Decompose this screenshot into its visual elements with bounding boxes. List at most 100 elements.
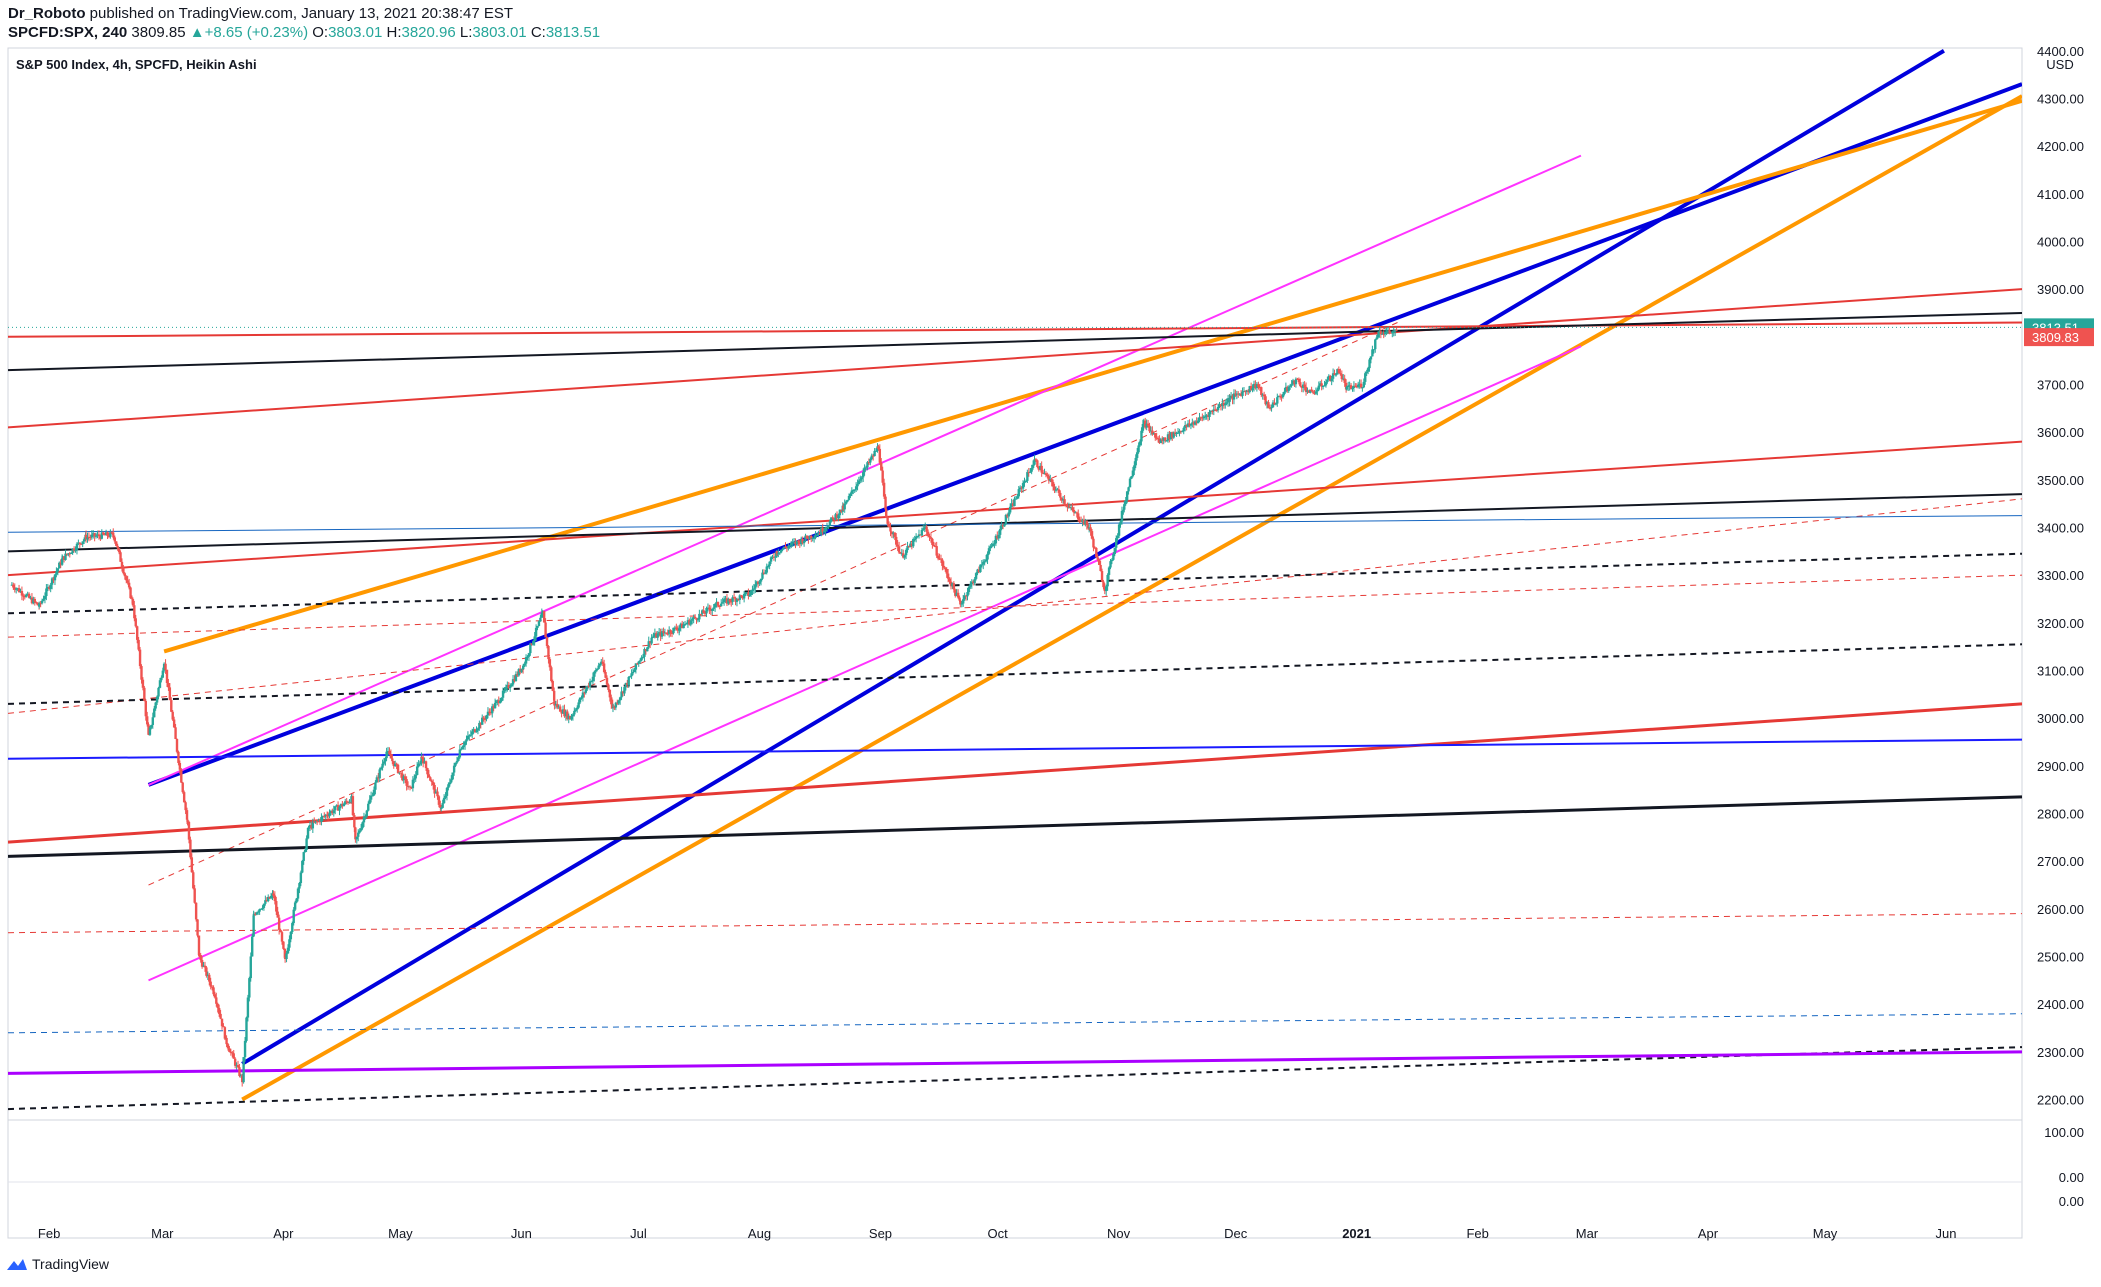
candle-255	[361, 822, 364, 829]
candle-623	[873, 450, 876, 457]
symbol-label[interactable]: SPCFD:SPX, 240	[8, 24, 128, 41]
candle-391	[550, 667, 553, 682]
candle-259	[367, 803, 370, 811]
candle-113	[167, 682, 170, 688]
candle-467	[655, 633, 658, 638]
candle-448	[628, 676, 632, 678]
candle-588	[824, 527, 827, 531]
candle-96	[143, 687, 146, 701]
candle-941	[1317, 385, 1320, 390]
candle-347	[489, 711, 493, 714]
candle-40	[65, 553, 69, 555]
candle-411	[577, 702, 580, 708]
candle-383	[539, 617, 542, 622]
currency-label[interactable]: USD	[2046, 57, 2073, 72]
candle-924	[1294, 379, 1298, 385]
candle-927	[1297, 378, 1301, 383]
candle-671	[939, 558, 943, 560]
candle-177	[254, 913, 257, 915]
candle-297	[420, 756, 423, 764]
candle-319	[450, 779, 453, 783]
price-tick-2400: 2400.00	[2037, 997, 2084, 1012]
price-axis[interactable]: 2200.00 2300.00 2400.00 2500.00 2600.00 2700.…	[8, 44, 2094, 1209]
candle-192	[275, 901, 278, 912]
candle-855	[1199, 417, 1203, 419]
candle-317	[447, 784, 450, 788]
candle-244	[346, 801, 350, 804]
candle-963	[1346, 385, 1350, 388]
candle-845	[1185, 425, 1188, 427]
candle-196	[280, 932, 284, 942]
author-name[interactable]: Dr_Roboto	[8, 5, 86, 22]
candle-67	[103, 534, 106, 536]
candle-512	[717, 605, 720, 607]
candle-825	[1156, 438, 1160, 440]
candle-503	[705, 608, 708, 614]
candle-528	[740, 595, 743, 597]
candle-721	[1010, 503, 1013, 507]
candle-135	[197, 935, 201, 956]
candle-247	[350, 796, 353, 803]
price-change: +8.65 (+0.23%)	[204, 24, 309, 41]
candle-782	[1096, 557, 1099, 560]
candle-179	[256, 911, 260, 913]
candle-33	[56, 568, 60, 572]
candle-611	[856, 484, 859, 487]
candle-726	[1017, 489, 1020, 497]
candle-869	[1219, 404, 1223, 407]
time-axis[interactable]: Feb Mar Apr May Jun Jul Aug Sep Oct Nov Dec 2021 Feb…	[38, 1226, 1957, 1241]
candle-805	[1128, 478, 1132, 488]
candle-20	[38, 603, 41, 607]
candle-836	[1172, 432, 1175, 438]
candle-731	[1024, 480, 1028, 482]
candle-888	[1245, 390, 1249, 392]
candle-105	[155, 696, 159, 703]
candle-119	[175, 738, 179, 752]
candle-522	[731, 597, 734, 602]
candle-832	[1166, 434, 1170, 441]
candle-711	[996, 535, 999, 539]
candle-442	[620, 691, 623, 698]
candle-81	[122, 567, 125, 574]
trendline-23	[859, 1126, 2022, 1133]
published-text: published on TradingView.com, January 13…	[89, 5, 514, 22]
candle-854	[1198, 417, 1201, 421]
candle-434	[610, 697, 613, 705]
candle-284	[402, 776, 405, 781]
candle-879	[1232, 393, 1236, 400]
price-tick-2200: 2200.00	[2037, 1093, 2084, 1108]
time-tick-jul-5: Jul	[630, 1226, 647, 1241]
candle-257	[364, 816, 367, 818]
candle-61	[94, 535, 98, 537]
candle-133	[194, 902, 198, 920]
candle-125	[184, 802, 187, 811]
candle-498	[698, 613, 701, 620]
candle-513	[718, 605, 721, 607]
candle-379	[533, 636, 536, 642]
candle-308	[434, 791, 438, 794]
candle-77	[116, 545, 119, 549]
candle-632	[884, 509, 888, 518]
candle-654	[916, 536, 919, 538]
candle-215	[306, 827, 310, 839]
candle-931	[1303, 384, 1306, 387]
candle-700	[980, 564, 984, 566]
candle-465	[652, 636, 655, 638]
candle-525	[735, 598, 739, 602]
candle-520	[728, 598, 732, 602]
candle-93	[138, 649, 142, 667]
candle-557	[780, 549, 783, 553]
candle-390	[548, 659, 552, 668]
candle-785	[1100, 571, 1104, 582]
tradingview-footer[interactable]: TradingView	[6, 1256, 109, 1272]
candle-730	[1023, 481, 1026, 484]
candle-868	[1218, 404, 1221, 407]
candle-5	[17, 588, 21, 593]
candle-414	[581, 692, 585, 698]
candle-176	[252, 913, 256, 916]
candle-168	[242, 1057, 245, 1083]
candle-833	[1168, 434, 1171, 440]
candle-160	[231, 1052, 234, 1054]
candle-574	[804, 535, 807, 541]
